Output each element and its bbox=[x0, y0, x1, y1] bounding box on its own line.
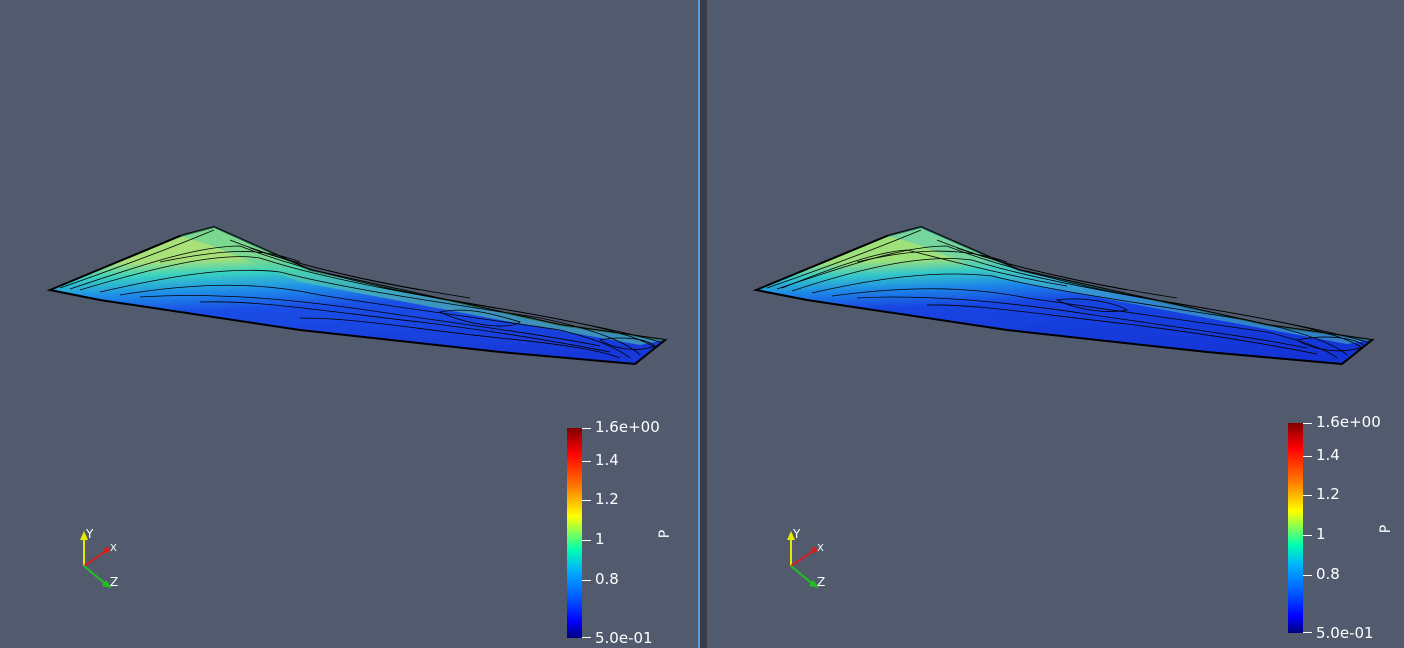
color-legend-left: 1.6e+00 1.4 1.2 1 0.8 5.0e-01 P bbox=[567, 420, 687, 648]
legend-tick-1-4: 1.4 bbox=[1316, 446, 1340, 464]
legend-tick-0-8: 0.8 bbox=[1316, 565, 1340, 583]
contour-lines bbox=[59, 229, 661, 359]
legend-tick-1: 1 bbox=[1316, 525, 1326, 543]
wing-surface-plot-right[interactable] bbox=[707, 0, 1404, 648]
color-legend-bar bbox=[567, 428, 582, 638]
legend-tick-0-8: 0.8 bbox=[595, 570, 619, 588]
color-legend-bar bbox=[1288, 423, 1303, 633]
axis-label-z: Z bbox=[817, 575, 826, 589]
legend-tick-min: 5.0e-01 bbox=[595, 629, 653, 647]
axis-label-y: Y bbox=[86, 527, 94, 541]
wing-surface-plot-left[interactable] bbox=[0, 0, 698, 648]
orientation-axes-left: Y X Z bbox=[72, 528, 132, 598]
render-view-left[interactable]: Y X Z 1.6e+00 1.4 1.2 1 0.8 5.0e-01 P bbox=[0, 0, 700, 648]
legend-tick-max: 1.6e+00 bbox=[595, 418, 660, 436]
legend-tick-max: 1.6e+00 bbox=[1316, 413, 1381, 431]
legend-tick-1-4: 1.4 bbox=[595, 451, 619, 469]
orientation-axes-right: Y X Z bbox=[779, 528, 839, 598]
legend-tick-1-2: 1.2 bbox=[1316, 485, 1340, 503]
axis-label-y: Y bbox=[793, 527, 801, 541]
wing-shape bbox=[46, 225, 668, 366]
axis-label-x: X bbox=[817, 543, 824, 554]
wing-shape bbox=[752, 225, 1375, 366]
color-legend-right: 1.6e+00 1.4 1.2 1 0.8 5.0e-01 P bbox=[1288, 415, 1404, 648]
view-splitter[interactable] bbox=[700, 0, 707, 648]
legend-title: P bbox=[657, 529, 674, 539]
legend-title: P bbox=[1378, 524, 1395, 534]
legend-tick-min: 5.0e-01 bbox=[1316, 624, 1374, 642]
legend-tick-1-2: 1.2 bbox=[595, 490, 619, 508]
wing-leading-highlight bbox=[180, 227, 665, 345]
axis-label-x: X bbox=[110, 543, 117, 554]
wing-leading-highlight bbox=[887, 227, 1372, 344]
legend-tick-1: 1 bbox=[595, 530, 605, 548]
axis-label-z: Z bbox=[110, 575, 119, 589]
render-view-right[interactable]: Y X Z 1.6e+00 1.4 1.2 1 0.8 5.0e-01 P bbox=[707, 0, 1404, 648]
contour-lines bbox=[766, 229, 1368, 359]
